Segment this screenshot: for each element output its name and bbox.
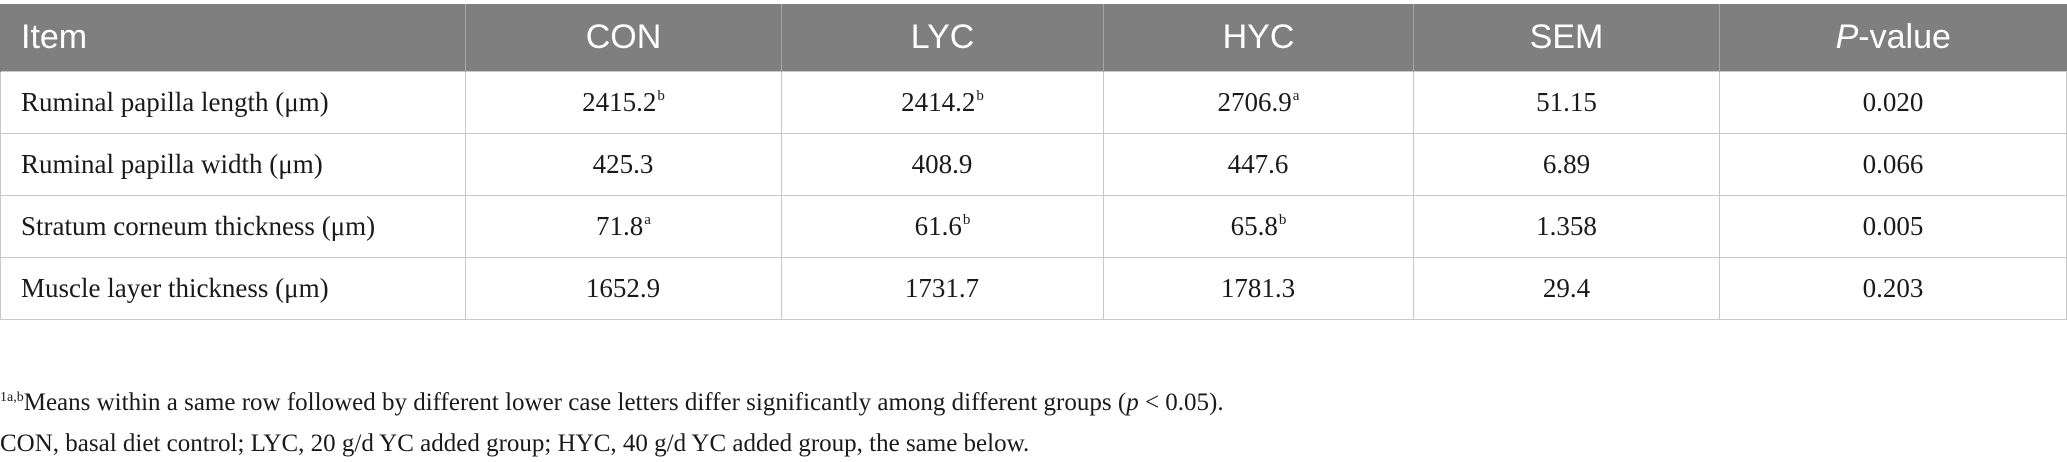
cell-lyc: 1731.7 [781,256,1104,320]
cell-sem: 29.4 [1413,256,1720,320]
cell-p-value: 0.066 [1719,132,2067,196]
cell-value: 61.6 [914,210,962,241]
cell-con: 1652.9 [465,256,782,320]
cell-value: 2415.2 [582,86,657,117]
cell-con: 2415.2b [465,70,782,134]
cell-sem: 51.15 [1413,70,1720,134]
cell-value: 447.6 [1227,148,1289,179]
cell-p-value: 0.020 [1719,70,2067,134]
cell-item: Ruminal papilla length (μm) [0,70,466,134]
header-p-italic: P [1835,17,1859,56]
footnote-marker: 1a,b [0,390,24,405]
table-row: Muscle layer thickness (μm) 1652.9 1731.… [0,256,2067,320]
cell-value: 408.9 [911,148,973,179]
cell-lyc: 408.9 [781,132,1104,196]
significance-letter: a [644,211,651,228]
cell-value: 1652.9 [585,272,661,303]
cell-item: Muscle layer thickness (μm) [0,256,466,320]
footnote-text-part1: Means within a same row followed by diff… [23,389,1127,416]
cell-item: Stratum corneum thickness (μm) [0,194,466,258]
cell-value: 425.3 [592,148,654,179]
significance-letter: b [962,211,971,228]
header-hyc: HYC [1103,4,1414,71]
cell-p-value: 0.005 [1719,194,2067,258]
header-sem: SEM [1413,4,1720,71]
header-lyc: LYC [781,4,1104,71]
cell-sem: 6.89 [1413,132,1720,196]
cell-value: 65.8 [1230,210,1278,241]
significance-letter: b [657,87,665,104]
cell-item: Ruminal papilla width (μm) [0,132,466,196]
table-row: Ruminal papilla length (μm) 2415.2b 2414… [0,70,2067,134]
cell-hyc: 65.8b [1103,194,1414,258]
header-con: CON [465,4,782,71]
cell-value: 71.8 [596,210,644,241]
table-row: Stratum corneum thickness (μm) 71.8a 61.… [0,194,2067,258]
table-header-row: Item CON LYC HYC SEM P-value [0,4,2067,71]
cell-con: 425.3 [465,132,782,196]
data-table: Item CON LYC HYC SEM P-value Ruminal pap… [0,4,2067,320]
footnote-text-part2: < 0.05). [1138,389,1224,416]
data-table-container: Item CON LYC HYC SEM P-value Ruminal pap… [0,4,2067,320]
cell-con: 71.8a [465,194,782,258]
cell-value: 1781.3 [1220,272,1296,303]
significance-letter: b [1278,211,1287,228]
table-row: Ruminal papilla width (μm) 425.3 408.9 4… [0,132,2067,196]
cell-hyc: 2706.9a [1103,70,1414,134]
cell-p-value: 0.203 [1719,256,2067,320]
significance-letter: a [1292,87,1300,104]
footnote-p-italic: p [1126,389,1139,416]
cell-lyc: 61.6b [781,194,1104,258]
header-item: Item [0,4,466,71]
cell-hyc: 447.6 [1103,132,1414,196]
significance-letter: b [976,87,984,104]
cell-value: 2706.9 [1217,86,1292,117]
header-p-value: P-value [1719,4,2067,71]
cell-lyc: 2414.2b [781,70,1104,134]
cell-sem: 1.358 [1413,194,1720,258]
header-p-rest: -value [1858,17,1951,56]
cell-value: 1731.7 [904,272,980,303]
cell-hyc: 1781.3 [1103,256,1414,320]
cell-value: 2414.2 [901,86,976,117]
table-footnotes: 1a,bMeans within a same row followed by … [0,384,1224,462]
footnote-significance: 1a,bMeans within a same row followed by … [0,384,1224,425]
footnote-abbreviations: CON, basal diet control; LYC, 20 g/d YC … [0,430,1030,457]
